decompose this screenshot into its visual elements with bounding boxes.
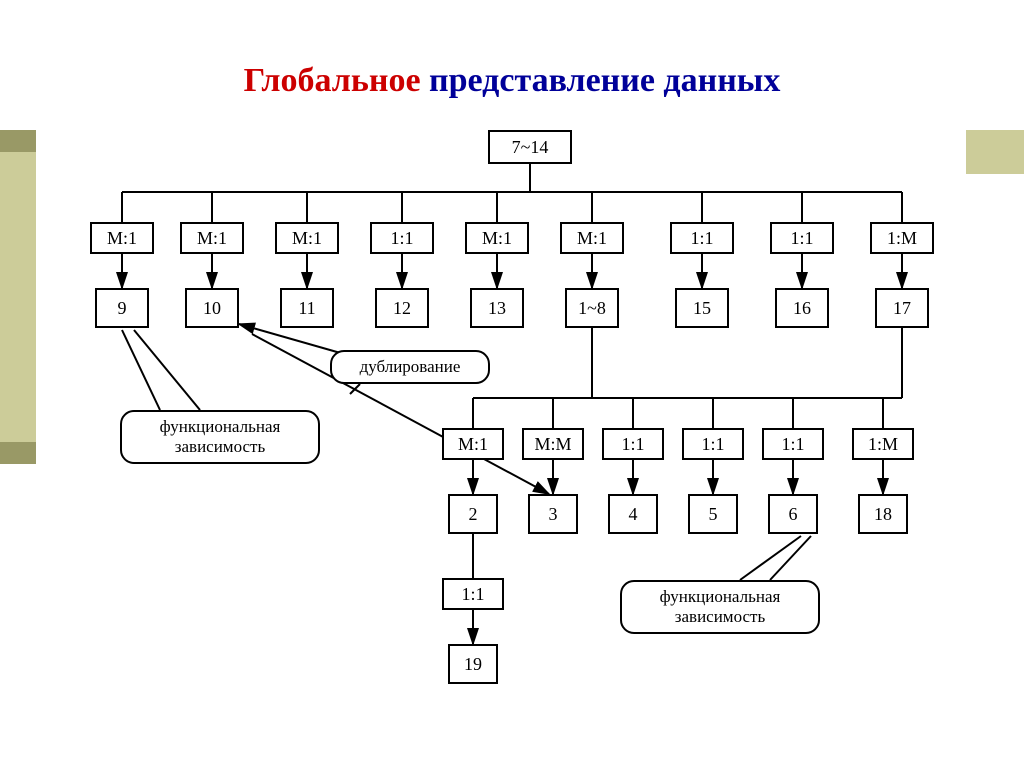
node-rel2-3: 1:1 [682,428,744,460]
diagram: 7~14 M:1 9 M:1 10 M:1 11 1:1 12 M:1 13 M:1 1~8 1:1 15 1… [50,130,990,750]
callout-func1-line1: функциональная [160,417,281,437]
callout-dup: дублирование [330,350,490,384]
decoration-left-body [0,152,36,442]
decoration-left-bot [0,442,36,464]
node-rel1-8: 1:M [870,222,934,254]
node-val2-2: 4 [608,494,658,534]
callout-func2-line1: функциональная [660,587,781,607]
slide-title: Глобальное представление данных [0,62,1024,100]
node-val1-7: 16 [775,288,829,328]
title-word1: Глобальное [244,62,421,99]
node-val1-5: 1~8 [565,288,619,328]
callout-func1-line2: зависимость [175,437,265,457]
slide: Глобальное представление данных 7~14 M:1 9… [0,0,1024,767]
node-rel1-2: M:1 [275,222,339,254]
node-val1-0: 9 [95,288,149,328]
node-val3: 19 [448,644,498,684]
callout-func2: функциональнаязависимость [620,580,820,634]
node-rel1-6: 1:1 [670,222,734,254]
node-val1-3: 12 [375,288,429,328]
node-val2-3: 5 [688,494,738,534]
callout-dup-line1: дублирование [360,357,461,377]
node-val1-4: 13 [470,288,524,328]
decoration-left [0,130,36,460]
node-rel1-7: 1:1 [770,222,834,254]
node-rel1-4: M:1 [465,222,529,254]
node-val1-8: 17 [875,288,929,328]
node-root: 7~14 [488,130,572,164]
node-rel2-5: 1:M [852,428,914,460]
decoration-left-top [0,130,36,152]
node-rel1-1: M:1 [180,222,244,254]
node-val1-6: 15 [675,288,729,328]
node-rel1-5: M:1 [560,222,624,254]
node-rel1-0: M:1 [90,222,154,254]
node-rel3: 1:1 [442,578,504,610]
callout-func2-line2: зависимость [675,607,765,627]
node-val2-0: 2 [448,494,498,534]
node-rel2-4: 1:1 [762,428,824,460]
node-rel2-0: M:1 [442,428,504,460]
node-val2-1: 3 [528,494,578,534]
node-val2-4: 6 [768,494,818,534]
title-rest: представление данных [421,62,781,99]
node-rel2-1: M:M [522,428,584,460]
node-val1-1: 10 [185,288,239,328]
callout-func1: функциональнаязависимость [120,410,320,464]
node-rel2-2: 1:1 [602,428,664,460]
node-val1-2: 11 [280,288,334,328]
node-val2-5: 18 [858,494,908,534]
node-rel1-3: 1:1 [370,222,434,254]
